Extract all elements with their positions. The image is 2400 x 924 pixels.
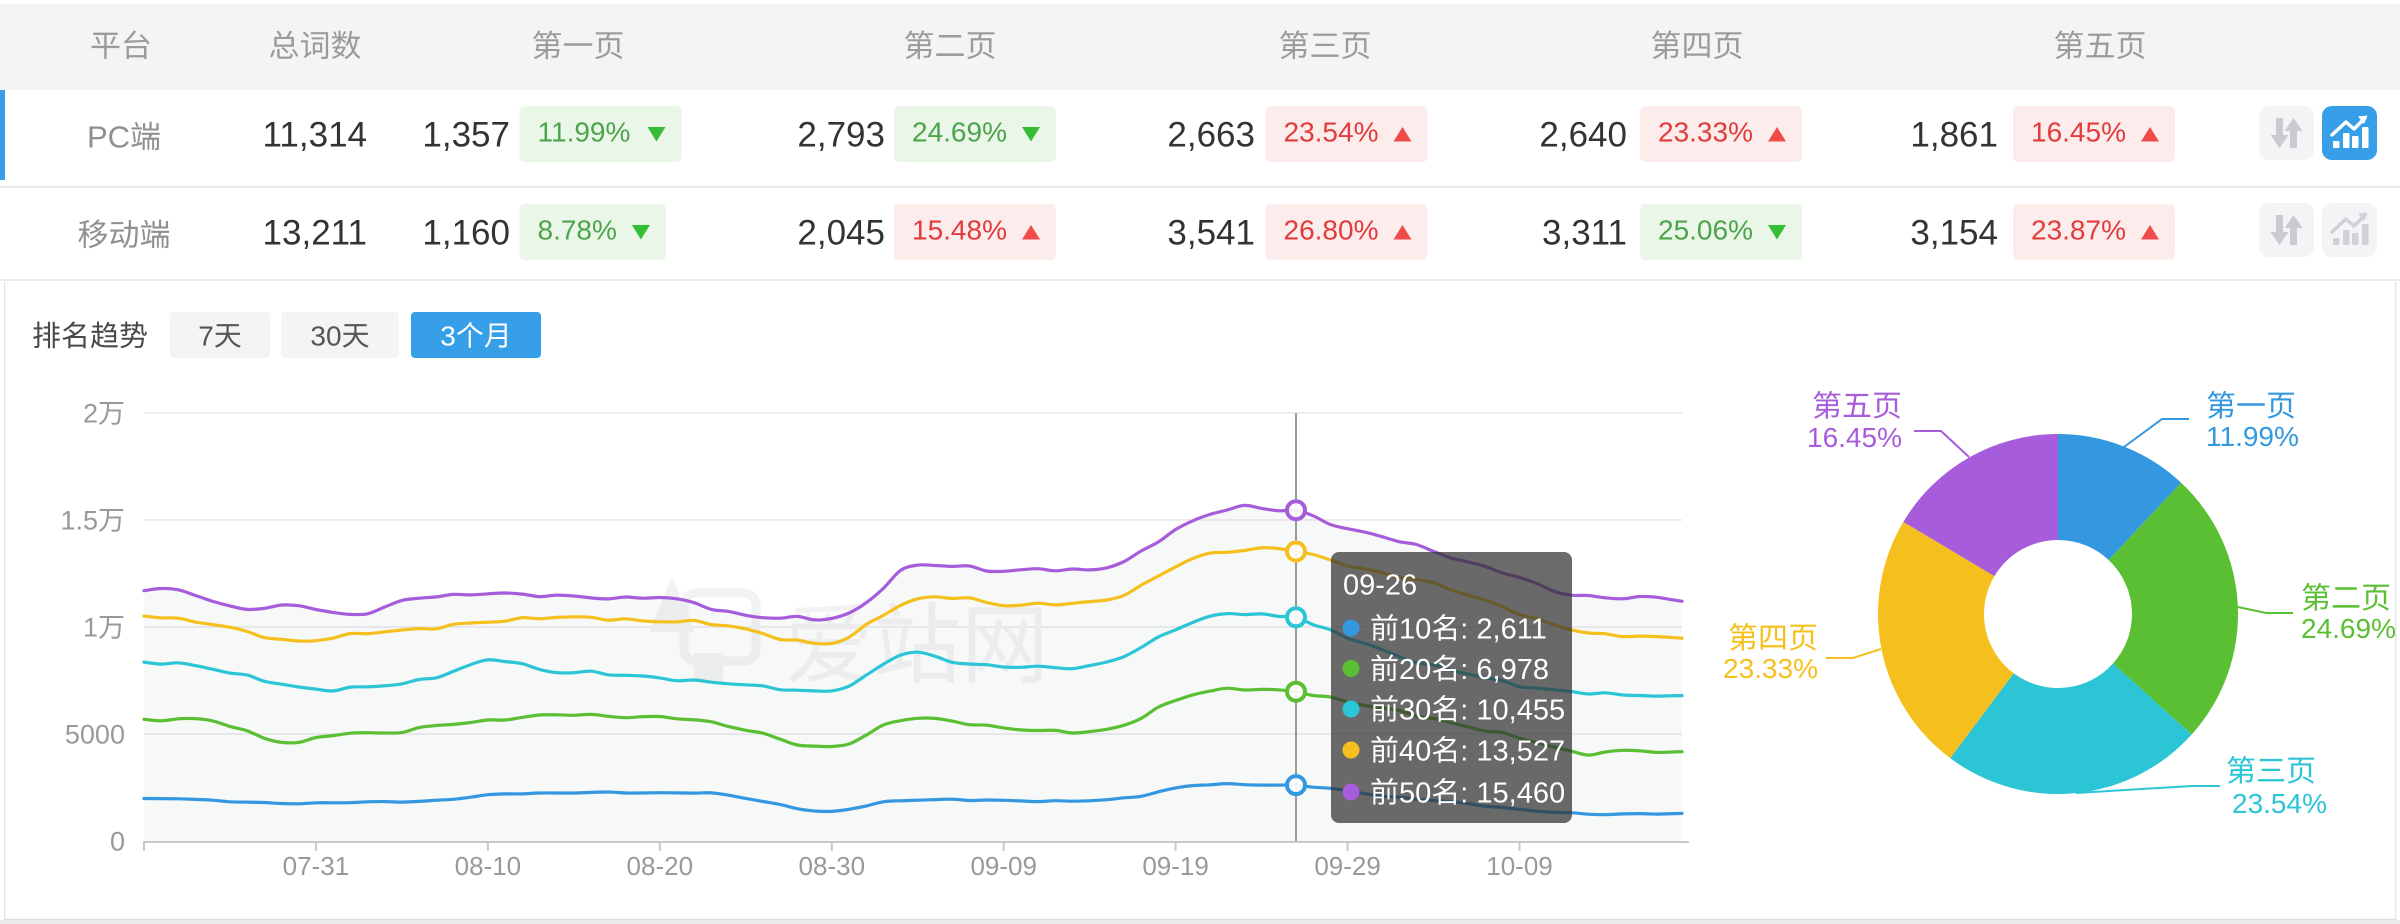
- svg-text:07-31: 07-31: [283, 851, 350, 881]
- svg-text:1,160: 1,160: [422, 214, 510, 253]
- svg-text:2,793: 2,793: [797, 116, 885, 155]
- svg-text:24.69%: 24.69%: [912, 117, 1007, 148]
- svg-text:8.78%: 8.78%: [538, 215, 617, 246]
- svg-text:2,663: 2,663: [1167, 116, 1255, 155]
- svg-text:2,045: 2,045: [797, 214, 885, 253]
- svg-text:11,314: 11,314: [263, 116, 367, 155]
- svg-text:: 6,978: : 6,978: [1460, 654, 1549, 686]
- svg-text:3,311: 3,311: [1542, 214, 1627, 253]
- svg-text:30: 30: [310, 321, 341, 352]
- svg-text:: 2,611: : 2,611: [1460, 613, 1547, 645]
- svg-text:PC: PC: [87, 120, 130, 155]
- svg-text:20: 20: [1399, 654, 1431, 686]
- svg-text:3,541: 3,541: [1167, 214, 1255, 253]
- svg-text:40: 40: [1399, 735, 1431, 767]
- svg-text:10-09: 10-09: [1486, 851, 1553, 881]
- svg-text:: 15,460: : 15,460: [1460, 777, 1565, 809]
- svg-text:3,154: 3,154: [1910, 214, 1998, 253]
- svg-text:23.54%: 23.54%: [2232, 788, 2327, 819]
- svg-text:11.99%: 11.99%: [538, 117, 631, 148]
- svg-text:30: 30: [1399, 694, 1431, 726]
- svg-text:: 10,455: : 10,455: [1460, 694, 1565, 726]
- svg-text:08-20: 08-20: [627, 851, 694, 881]
- svg-text:5000: 5000: [65, 720, 125, 750]
- svg-text:09-29: 09-29: [1314, 851, 1381, 881]
- svg-text:1.5: 1.5: [61, 506, 99, 536]
- svg-text:09-26: 09-26: [1343, 569, 1417, 601]
- svg-text:08-10: 08-10: [455, 851, 522, 881]
- svg-text:23.33%: 23.33%: [1658, 117, 1753, 148]
- svg-text:3: 3: [440, 321, 456, 352]
- svg-text:23.33%: 23.33%: [1723, 653, 1818, 684]
- svg-text:26.80%: 26.80%: [1284, 215, 1379, 246]
- svg-text:15.48%: 15.48%: [912, 215, 1007, 246]
- svg-text:08-30: 08-30: [799, 851, 866, 881]
- svg-text:16.45%: 16.45%: [2031, 117, 2126, 148]
- svg-text:10: 10: [1399, 613, 1431, 645]
- svg-text:1,357: 1,357: [422, 116, 510, 155]
- svg-text:11.99%: 11.99%: [2206, 421, 2299, 452]
- svg-text:2: 2: [83, 399, 98, 429]
- svg-text:09-19: 09-19: [1142, 851, 1209, 881]
- svg-text:0: 0: [110, 827, 125, 857]
- svg-text:25.06%: 25.06%: [1658, 215, 1753, 246]
- svg-text:50: 50: [1399, 777, 1431, 809]
- svg-text:2,640: 2,640: [1539, 116, 1627, 155]
- svg-text:1,861: 1,861: [1910, 116, 1998, 155]
- svg-text:09-09: 09-09: [970, 851, 1037, 881]
- svg-text:24.69%: 24.69%: [2301, 613, 2396, 644]
- svg-text:23.54%: 23.54%: [1284, 117, 1379, 148]
- svg-text:7: 7: [198, 321, 214, 352]
- svg-text:23.87%: 23.87%: [2031, 215, 2126, 246]
- svg-text:16.45%: 16.45%: [1807, 422, 1902, 453]
- svg-text:: 13,527: : 13,527: [1460, 735, 1565, 767]
- svg-text:13,211: 13,211: [263, 214, 367, 253]
- svg-text:1: 1: [83, 613, 98, 643]
